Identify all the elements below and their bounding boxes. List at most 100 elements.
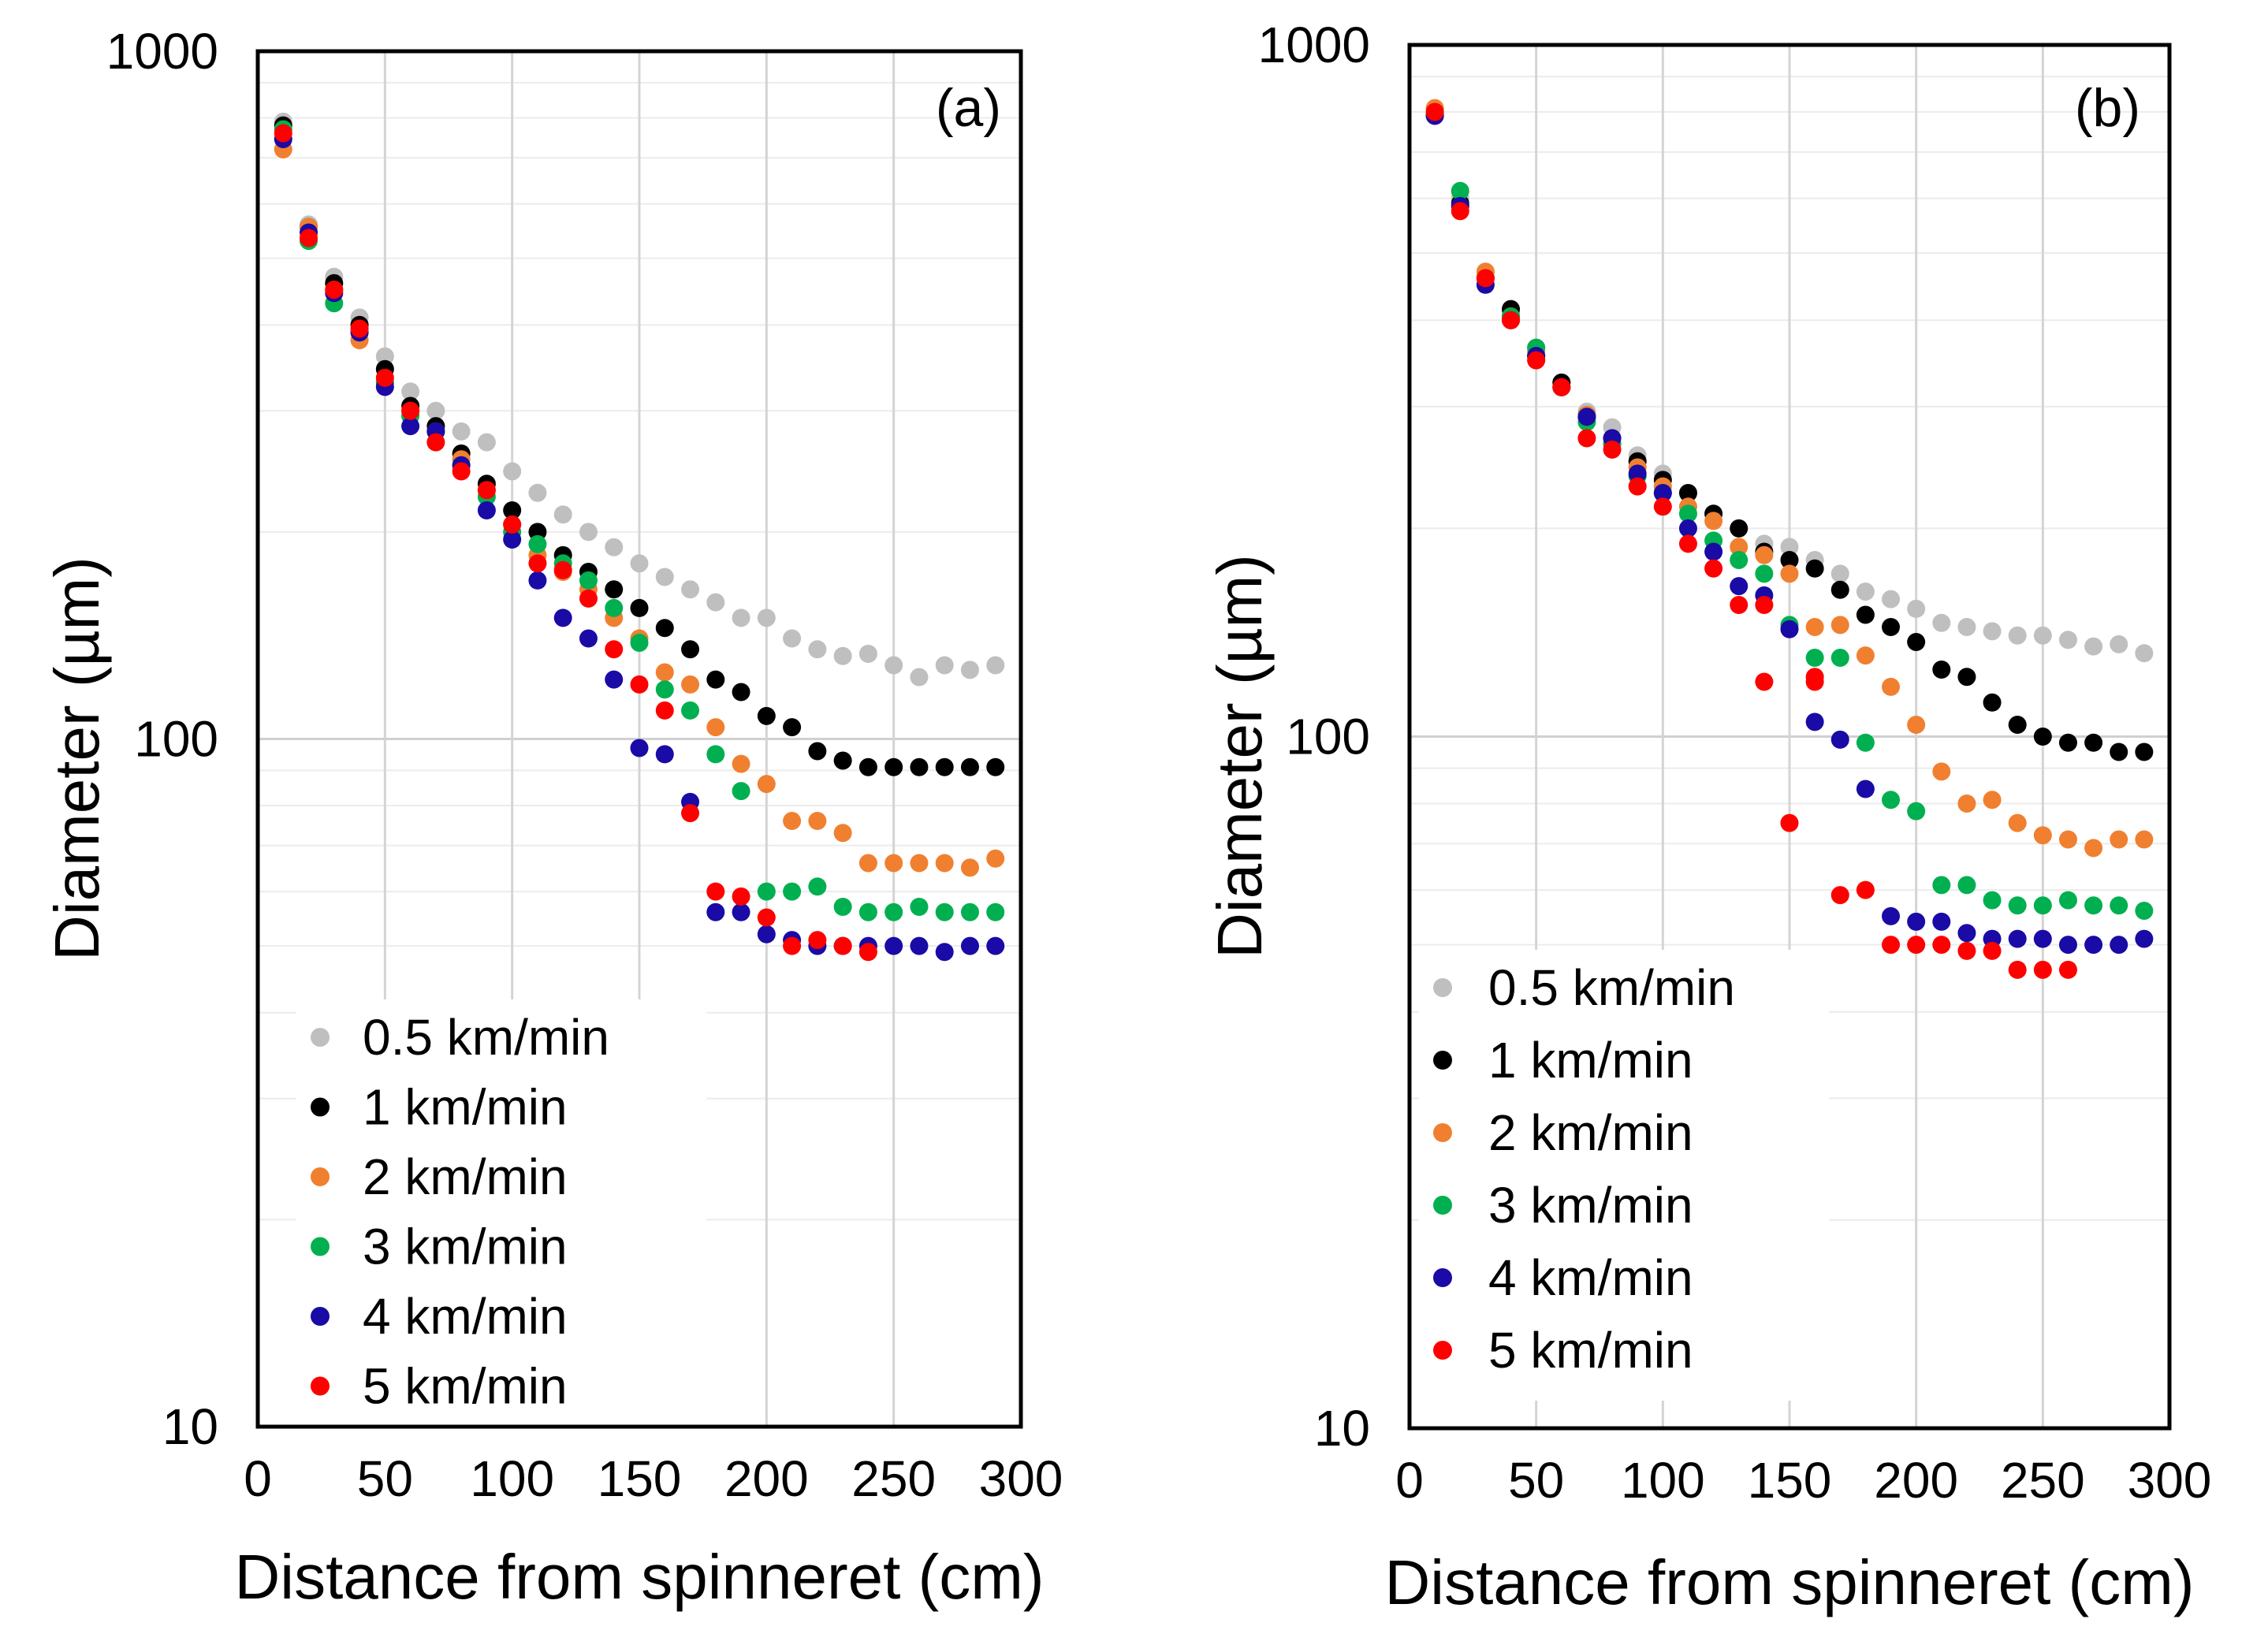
legend-marker-4	[311, 1307, 330, 1326]
legend-box	[296, 999, 706, 1434]
x-tick-label: 0	[244, 1450, 272, 1507]
data-point	[757, 706, 776, 725]
data-point	[2110, 830, 2128, 849]
data-point	[1805, 618, 1824, 637]
data-point	[986, 936, 1005, 955]
data-point	[579, 629, 598, 648]
data-point	[1907, 912, 1926, 931]
data-point	[1907, 936, 1926, 955]
data-point	[706, 745, 725, 764]
legend-label-3: 3 km/min	[363, 1219, 568, 1275]
data-point	[986, 903, 1005, 921]
data-point	[1957, 795, 1976, 813]
data-point	[1882, 906, 1901, 925]
legend-marker-0	[311, 1028, 330, 1047]
data-point	[935, 757, 954, 776]
data-point	[1957, 618, 1976, 637]
data-point	[1780, 813, 1799, 832]
data-point	[706, 718, 725, 737]
data-point	[452, 462, 471, 481]
data-point	[910, 757, 929, 776]
data-point	[1678, 483, 1697, 502]
data-point	[630, 739, 649, 757]
data-point	[2135, 901, 2154, 920]
x-tick-label: 250	[851, 1450, 936, 1507]
data-point	[1653, 497, 1672, 516]
data-point	[1856, 582, 1875, 601]
data-point	[1983, 941, 2002, 960]
legend-label-1: 1 km/min	[363, 1079, 568, 1136]
data-point	[2008, 813, 2027, 832]
data-point	[2058, 733, 2077, 752]
data-point	[1704, 559, 1723, 578]
data-point	[884, 936, 903, 955]
data-point	[935, 656, 954, 675]
x-tick-label: 50	[1508, 1452, 1564, 1509]
data-point	[401, 417, 420, 436]
legend-marker-3	[311, 1237, 330, 1256]
data-point	[528, 571, 547, 590]
data-point	[426, 433, 445, 452]
data-point	[2110, 896, 2128, 915]
data-point	[732, 903, 750, 921]
data-point	[1780, 550, 1799, 569]
legend-marker-0	[1433, 978, 1452, 997]
data-point	[375, 368, 394, 387]
data-point	[1830, 649, 1849, 668]
data-point	[1755, 564, 1774, 583]
data-point	[477, 501, 496, 519]
data-point	[1780, 564, 1799, 583]
data-point	[1932, 762, 1951, 781]
data-point	[910, 668, 929, 687]
data-point	[401, 382, 420, 401]
data-point	[579, 589, 598, 608]
data-point	[1882, 677, 1901, 696]
legend-marker-2	[311, 1167, 330, 1186]
data-point	[2058, 891, 2077, 910]
data-point	[2110, 635, 2128, 653]
data-point	[1603, 440, 1622, 459]
legend-marker-3	[1433, 1196, 1452, 1215]
data-point	[553, 505, 572, 524]
data-point	[757, 882, 776, 901]
data-point	[1502, 311, 1521, 329]
data-point	[960, 858, 979, 877]
data-point	[1932, 912, 1951, 931]
data-point	[1527, 351, 1546, 370]
data-point	[783, 811, 802, 830]
data-point	[1577, 408, 1596, 426]
y-tick-label: 100	[134, 711, 218, 768]
data-point	[477, 433, 496, 452]
data-point	[1932, 613, 1951, 632]
legend-label-2: 2 km/min	[1488, 1104, 1693, 1161]
data-point	[1678, 519, 1697, 538]
data-point	[1678, 504, 1697, 523]
data-point	[426, 401, 445, 420]
legend-label-2: 2 km/min	[363, 1148, 568, 1205]
data-point	[1830, 886, 1849, 905]
data-point	[655, 663, 674, 682]
data-point	[1957, 876, 1976, 895]
data-point	[1957, 941, 1976, 960]
data-point	[833, 897, 852, 916]
data-point	[1425, 102, 1444, 121]
data-point	[1805, 713, 1824, 731]
x-tick-label: 150	[1748, 1452, 1832, 1509]
data-point	[655, 619, 674, 638]
data-point	[1730, 519, 1748, 538]
data-point	[605, 580, 624, 599]
data-point	[2135, 830, 2154, 849]
data-point	[655, 568, 674, 586]
data-point	[2058, 936, 2077, 955]
data-point	[1856, 733, 1875, 752]
data-point	[1704, 542, 1723, 561]
data-point	[1856, 605, 1875, 624]
data-point	[986, 757, 1005, 776]
data-point	[1907, 633, 1926, 652]
data-point	[706, 593, 725, 612]
data-point	[1856, 880, 1875, 899]
data-point	[858, 943, 877, 962]
x-tick-label: 100	[1621, 1452, 1705, 1509]
data-point	[2033, 929, 2052, 948]
